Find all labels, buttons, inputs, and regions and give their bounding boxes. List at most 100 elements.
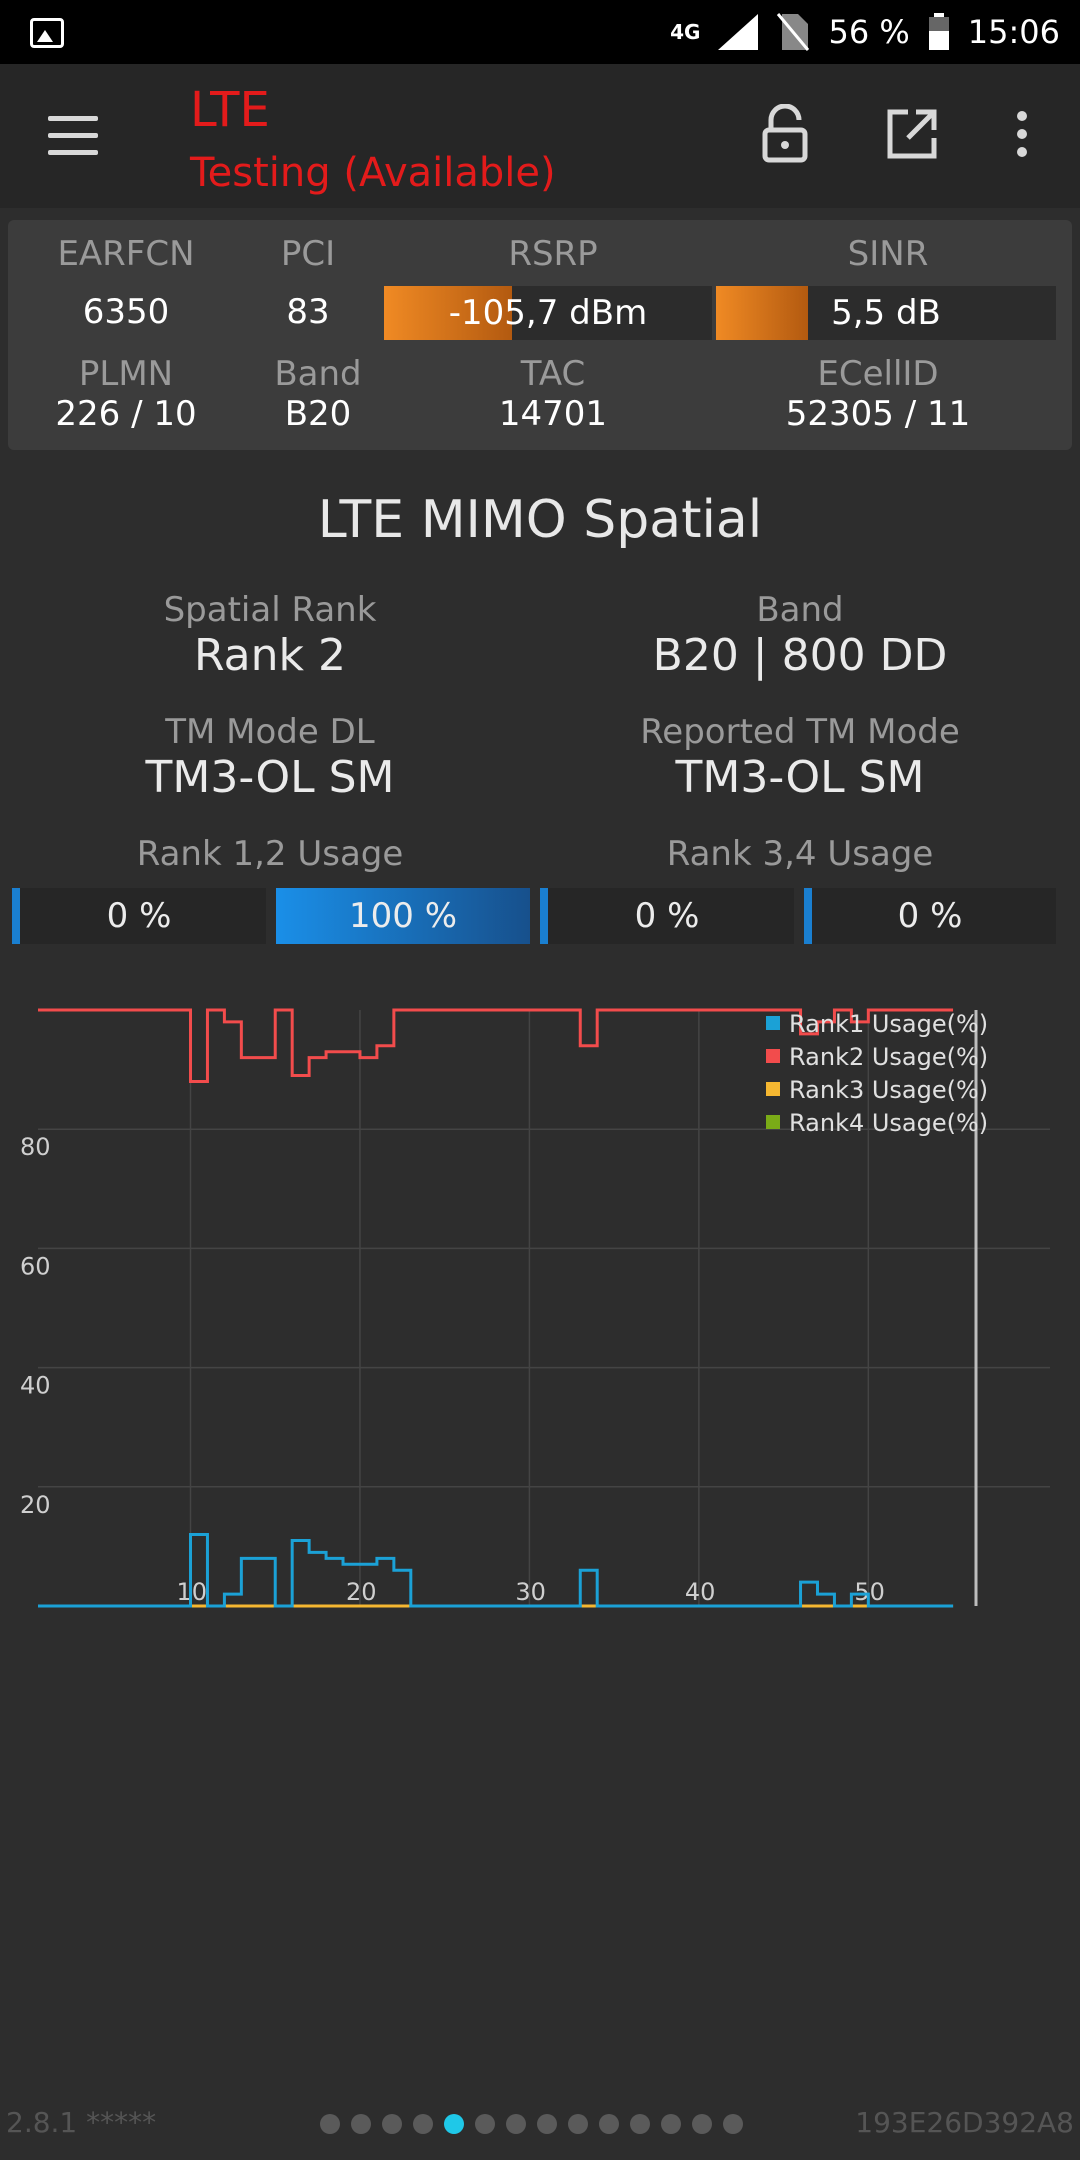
page-dot[interactable] [351,2114,371,2134]
pci-value-cell: 83 [238,292,378,332]
no-sim-icon [777,13,810,51]
plmn-cell: PLMN 226 / 10 [28,354,224,434]
app-version: 2.8.1 ***** [6,2106,157,2139]
toolbar-title: LTE [190,82,270,138]
rank12-usage-label: Rank 1,2 Usage [136,834,404,874]
gallery-notification-icon [30,18,64,48]
ecellid-value: 52305 / 11 [785,394,971,434]
spatial-rank-value: Rank 2 [194,630,346,681]
page-dot[interactable] [475,2114,495,2134]
spatial-rank-label: Spatial Rank [163,590,377,630]
band-label: Band [274,354,362,394]
band-cell: Band B20 [238,354,398,434]
hamburger-menu-icon[interactable] [48,116,98,156]
sinr-label: SINR [847,234,929,274]
band-stat-value: B20 | 800 DD [652,630,948,681]
status-bar: 4G 56 % 15:06 [0,0,1080,64]
rank1-usage-text: 0 % [106,896,172,936]
page-dot[interactable] [506,2114,526,2134]
y-tick-label: 60 [20,1252,51,1280]
page-dot[interactable] [599,2114,619,2134]
page-dot[interactable] [692,2114,712,2134]
rank1-usage-edge [12,888,20,944]
unlock-icon[interactable] [755,104,815,164]
legend-swatch [766,1082,780,1096]
x-tick-label: 40 [685,1578,716,1606]
legend-swatch [766,1049,780,1063]
x-tick-label: 30 [515,1578,546,1606]
tm-mode-dl-value: TM3-OL SM [145,752,395,803]
rank2-usage-bar: 100 % [276,888,530,944]
more-options-icon[interactable] [1000,104,1044,164]
rank12-usage-label-wrap: Rank 1,2 Usage [0,834,540,874]
tm-mode-dl-stat: TM Mode DL TM3-OL SM [0,712,540,803]
page-dot[interactable] [568,2114,588,2134]
band-stat-label: Band [756,590,844,630]
app-toolbar: LTE Testing (Available) [0,64,1080,208]
ecellid-cell: ECellID 52305 / 11 [708,354,1048,434]
tac-label: TAC [520,354,586,394]
plmn-value: 226 / 10 [55,394,197,434]
rank34-usage-label: Rank 3,4 Usage [666,834,934,874]
page-indicator[interactable] [320,2114,743,2134]
rank4-usage-bar: 0 % [804,888,1056,944]
legend-label: Rank4 Usage(%) [789,1109,988,1137]
rank4-usage-edge [804,888,812,944]
sinr-value: 5,5 dB [831,293,941,333]
rank34-usage-label-wrap: Rank 3,4 Usage [530,834,1070,874]
plmn-label: PLMN [78,354,174,394]
toolbar-subtitle: Testing (Available) [190,150,556,196]
y-tick-label: 20 [20,1491,51,1519]
page-dot[interactable] [537,2114,557,2134]
legend-label: Rank1 Usage(%) [789,1010,988,1038]
tac-value: 14701 [498,394,608,434]
rank2-usage-text: 100 % [348,896,457,936]
spatial-rank-stat: Spatial Rank Rank 2 [0,590,540,681]
earfcn-cell: EARFCN [28,234,224,274]
x-tick-label: 20 [346,1578,377,1606]
rsrp-label: RSRP [508,234,598,274]
rsrp-value: -105,7 dBm [448,293,648,333]
reported-tm-label: Reported TM Mode [640,712,960,752]
reported-tm-stat: Reported TM Mode TM3-OL SM [530,712,1070,803]
open-external-icon[interactable] [882,104,942,164]
page-dot[interactable] [723,2114,743,2134]
pci-label: PCI [280,234,336,274]
page-dot[interactable] [382,2114,402,2134]
pci-cell: PCI [238,234,378,274]
rank2-usage-fill [276,888,530,944]
legend-label: Rank3 Usage(%) [789,1076,988,1104]
rank1-usage-bar: 0 % [12,888,266,944]
cell-info-panel: EARFCN 6350 PCI 83 RSRP -105,7 dBm SINR … [8,220,1072,450]
page-dot[interactable] [444,2114,464,2134]
y-tick-label: 40 [20,1372,51,1400]
ecellid-label: ECellID [817,354,939,394]
battery-icon [928,13,949,50]
tm-mode-dl-label: TM Mode DL [165,712,375,752]
legend-swatch [766,1115,780,1129]
rsrp-label-cell: RSRP [383,234,723,274]
reported-tm-value: TM3-OL SM [675,752,925,803]
section-title: LTE MIMO Spatial [317,490,763,550]
band-stat: Band B20 | 800 DD [530,590,1070,681]
page-dot[interactable] [630,2114,650,2134]
page-dot[interactable] [661,2114,681,2134]
clock: 15:06 [967,13,1060,51]
rsrp-meter-fill [384,286,512,340]
rank3-usage-text: 0 % [634,896,700,936]
sinr-label-cell: SINR [718,234,1058,274]
earfcn-label: EARFCN [57,234,195,274]
y-tick-label: 80 [20,1133,51,1161]
band-value: B20 [284,394,352,434]
legend-swatch [766,1016,780,1030]
series-line-rank2 [38,1008,954,1084]
battery-percent: 56 % [828,13,910,51]
page-dot[interactable] [413,2114,433,2134]
earfcn-value-cell: 6350 [28,292,224,332]
series-line-rank1 [38,1532,954,1608]
page-dot[interactable] [320,2114,340,2134]
earfcn-value: 6350 [82,292,170,332]
sinr-meter-fill [716,286,808,340]
pci-value: 83 [286,292,330,332]
